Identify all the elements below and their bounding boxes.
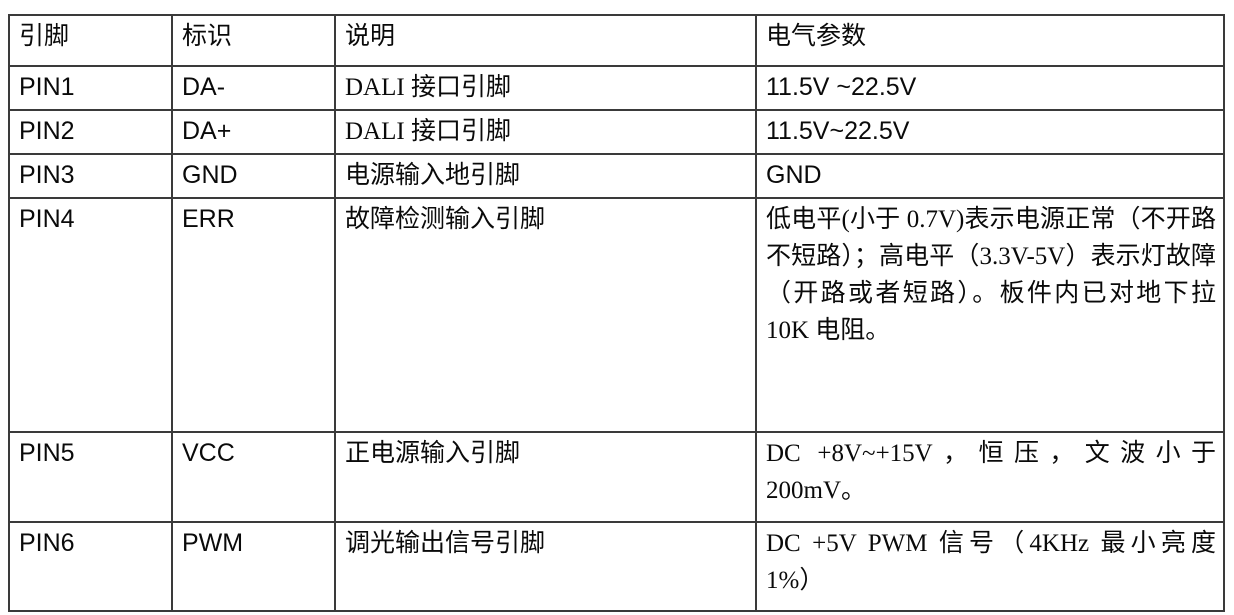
cell-pin: PIN4 [8,197,173,433]
column-header-pin: 引脚 [8,14,173,67]
cell-mark: VCC [171,431,336,523]
cell-electrical: 11.5V ~22.5V [755,65,1225,111]
pin-label: PIN6 [19,529,75,557]
column-header-mark: 标识 [171,14,336,67]
description-text: 电源输入地引脚 [345,162,521,189]
cell-electrical: 11.5V~22.5V [755,109,1225,155]
cell-pin: PIN6 [8,521,173,612]
mark-label: DA+ [182,117,232,145]
pin-label: PIN2 [19,117,75,145]
cell-mark: PWM [171,521,336,612]
cell-pin: PIN3 [8,153,173,199]
electrical-text: 11.5V ~22.5V [766,73,917,101]
cell-mark: ERR [171,197,336,433]
description-text: 正电源输入引脚 [345,440,521,467]
pin-label: PIN1 [19,73,75,101]
cell-pin: PIN2 [8,109,173,155]
table-row: PIN2 DA+ DALI 接口引脚 11.5V~22.5V [8,109,1225,155]
cell-electrical: 低电平(小于 0.7V)表示电源正常（不开路不短路）；高电平（3.3V-5V）表… [755,197,1225,433]
cell-mark: DA+ [171,109,336,155]
mark-label: PWM [182,529,244,557]
cell-description: 调光输出信号引脚 [334,521,757,612]
description-text: DALI 接口引脚 [345,74,511,101]
table-row: PIN4 ERR 故障检测输入引脚 低电平(小于 0.7V)表示电源正常（不开路… [8,197,1225,433]
column-header-mark-label: 标识 [182,23,233,50]
mark-label: GND [182,161,238,189]
description-text: 调光输出信号引脚 [345,530,546,557]
pin-label: PIN5 [19,439,75,467]
cell-electrical: DC +8V~+15V，恒压，文波小于 200mV。 [755,431,1225,523]
column-header-electrical-label: 电气参数 [766,23,867,50]
pin-definition-table: 引脚 标识 说明 电气参数 PIN1 DA- [8,14,1225,612]
cell-description: 正电源输入引脚 [334,431,757,523]
column-header-description: 说明 [334,14,757,67]
column-header-electrical: 电气参数 [755,14,1225,67]
cell-pin: PIN1 [8,65,173,111]
mark-label: ERR [182,205,235,233]
mark-label: VCC [182,439,235,467]
electrical-text: DC +5V PWM 信号（4KHz 最小亮度 1%） [766,530,1216,594]
electrical-text: 11.5V~22.5V [766,117,910,145]
cell-description: DALI 接口引脚 [334,109,757,155]
cell-mark: DA- [171,65,336,111]
electrical-text: DC +8V~+15V，恒压，文波小于 200mV。 [766,440,1216,504]
column-header-description-label: 说明 [345,23,396,50]
table-row: PIN6 PWM 调光输出信号引脚 DC +5V PWM 信号（4KHz 最小亮… [8,521,1225,612]
table-row: PIN5 VCC 正电源输入引脚 DC +8V~+15V，恒压，文波小于 200… [8,431,1225,523]
description-text: DALI 接口引脚 [345,118,511,145]
electrical-text: 低电平(小于 0.7V)表示电源正常（不开路不短路）；高电平（3.3V-5V）表… [766,206,1216,344]
column-header-pin-label: 引脚 [19,23,70,50]
table-header-row: 引脚 标识 说明 电气参数 [8,14,1225,67]
cell-description: 电源输入地引脚 [334,153,757,199]
pin-label: PIN3 [19,161,75,189]
cell-description: 故障检测输入引脚 [334,197,757,433]
description-text: 故障检测输入引脚 [345,206,546,233]
cell-electrical: GND [755,153,1225,199]
mark-label: DA- [182,73,226,101]
electrical-text: GND [766,161,822,189]
cell-mark: GND [171,153,336,199]
table-row: PIN3 GND 电源输入地引脚 GND [8,153,1225,199]
cell-description: DALI 接口引脚 [334,65,757,111]
table-row: PIN1 DA- DALI 接口引脚 11.5V ~22.5V [8,65,1225,111]
cell-pin: PIN5 [8,431,173,523]
pin-label: PIN4 [19,205,75,233]
cell-electrical: DC +5V PWM 信号（4KHz 最小亮度 1%） [755,521,1225,612]
